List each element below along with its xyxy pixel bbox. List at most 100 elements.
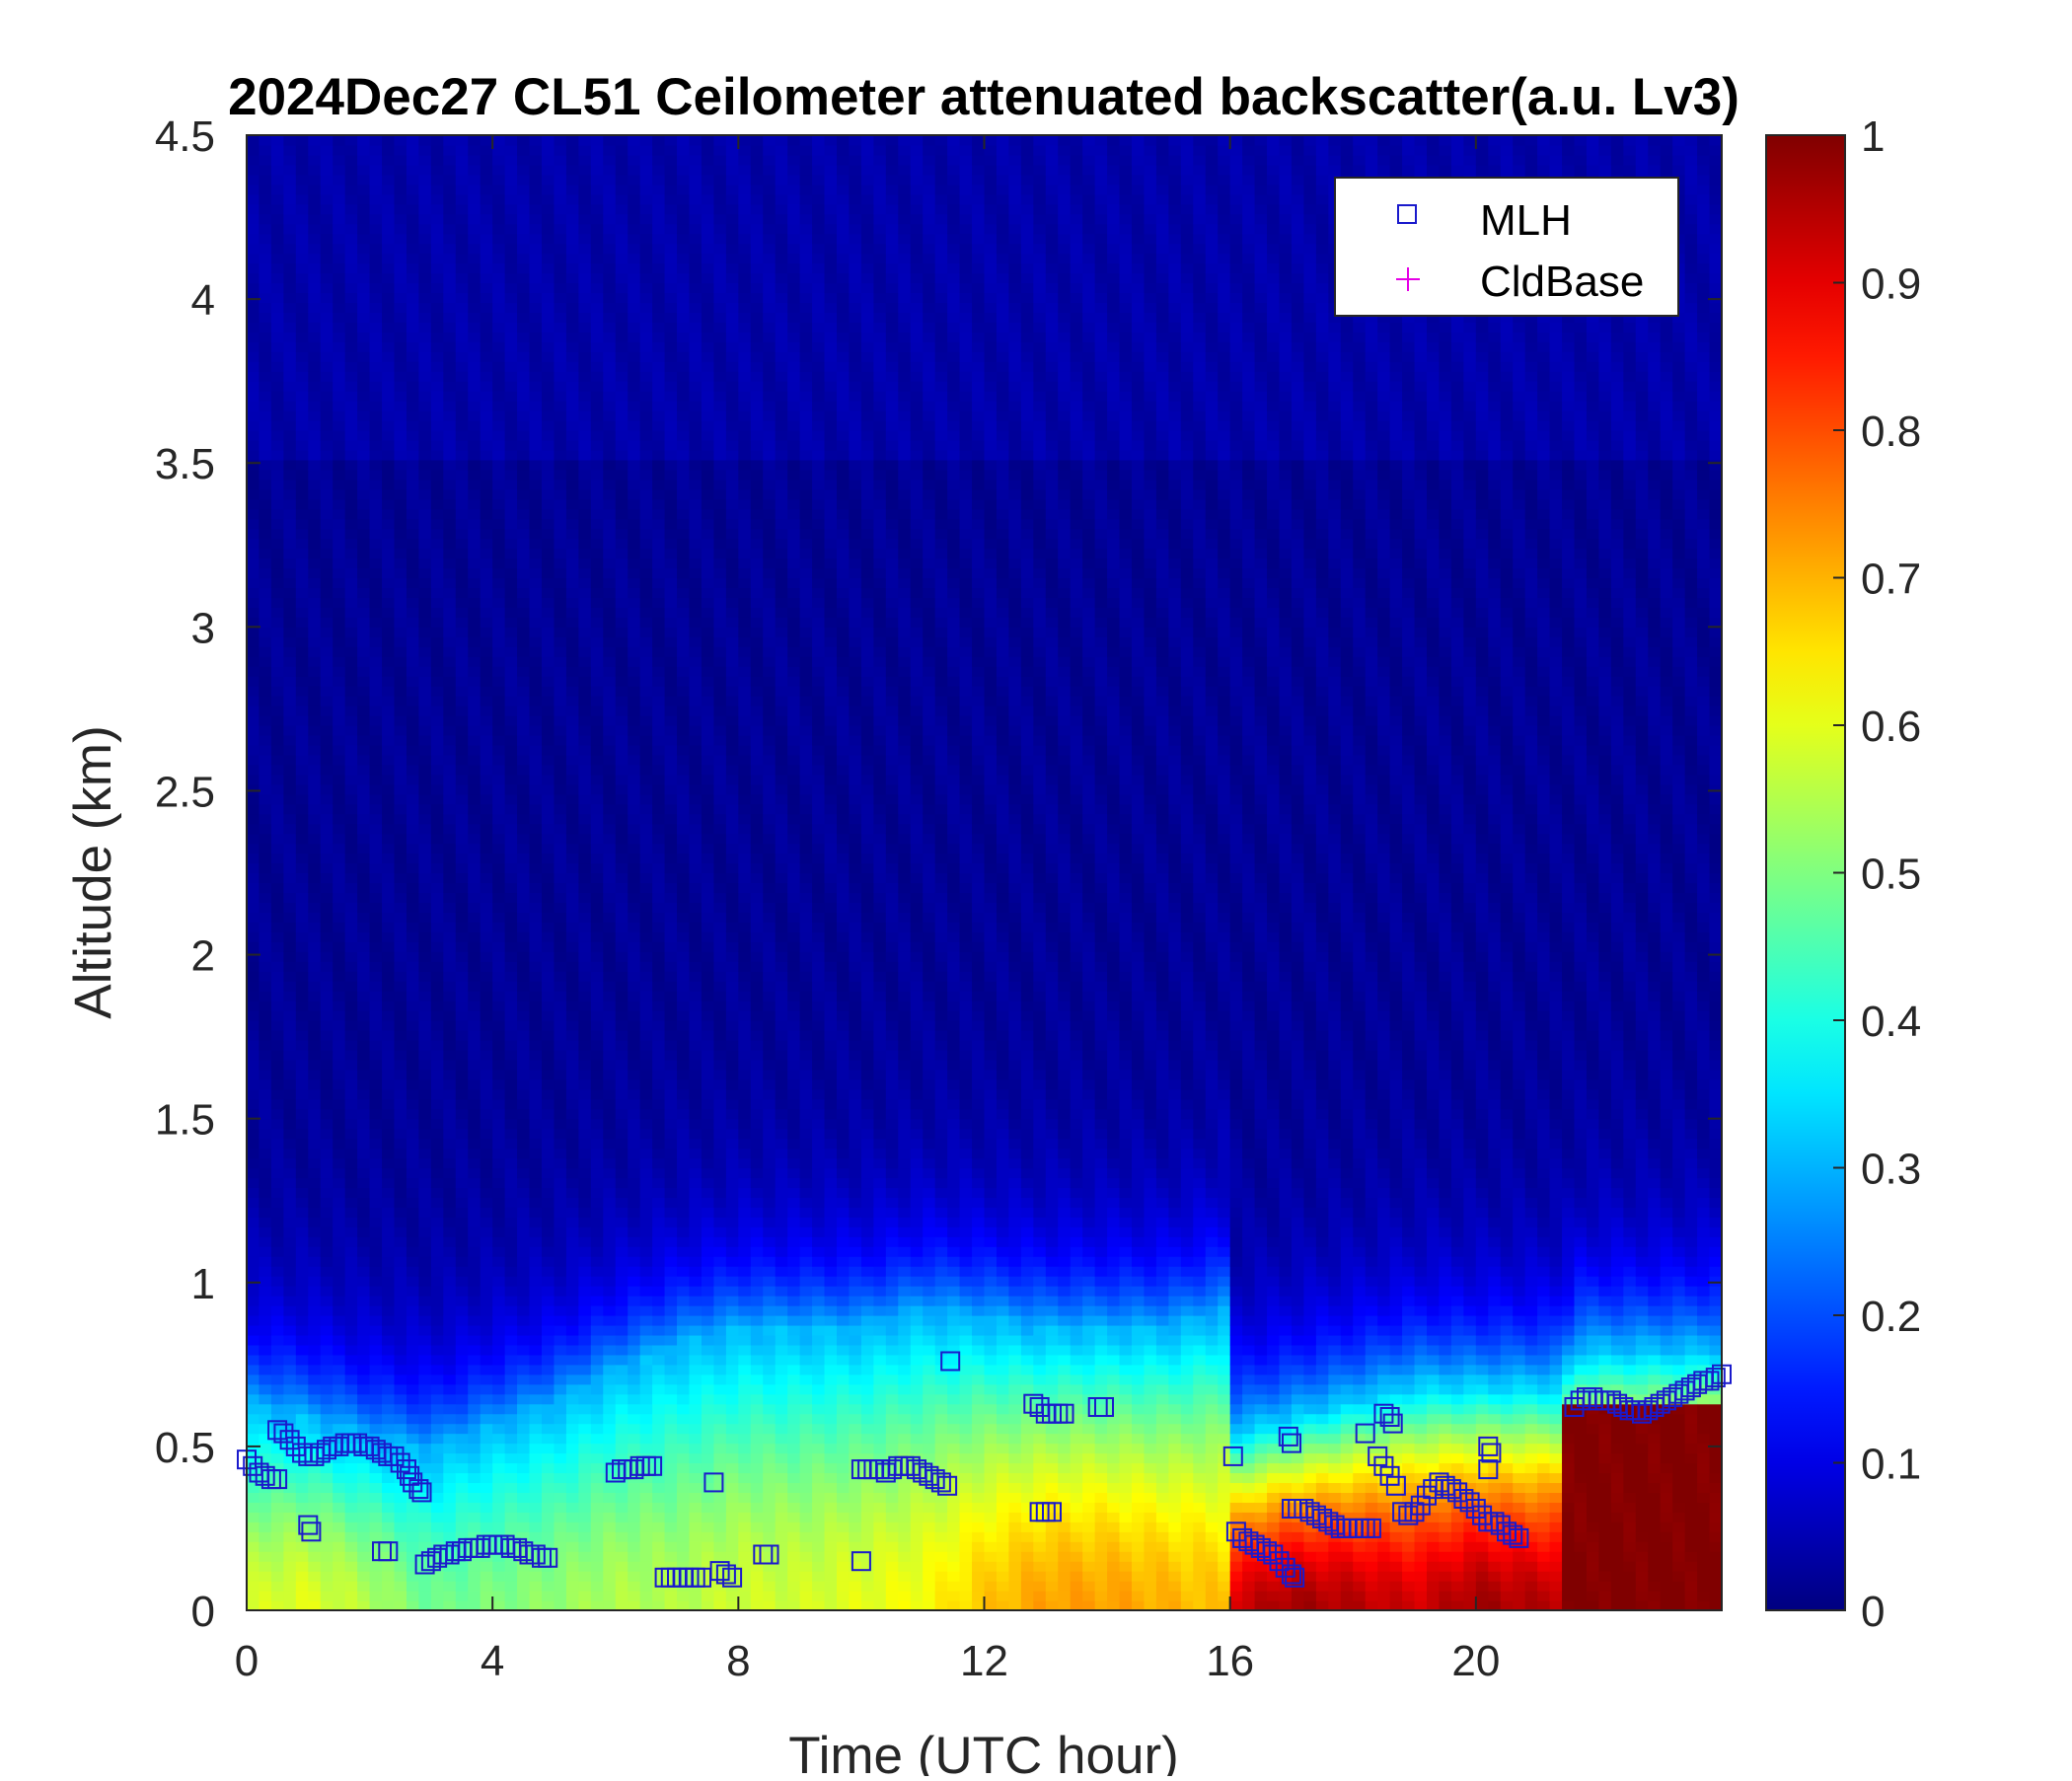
heatmap-cell — [296, 194, 309, 205]
heatmap-cell — [259, 1561, 271, 1572]
heatmap-cell — [370, 292, 383, 303]
heatmap-cell — [554, 597, 566, 608]
heatmap-cell — [259, 194, 271, 205]
heatmap-cell — [308, 1030, 321, 1041]
heatmap-cell — [271, 371, 284, 382]
heatmap-cell — [591, 715, 604, 726]
heatmap-cell — [628, 1226, 640, 1237]
heatmap-cell — [481, 185, 493, 195]
heatmap-cell — [468, 627, 481, 637]
heatmap-cell — [456, 273, 469, 284]
heatmap-cell — [492, 1472, 505, 1483]
heatmap-cell — [308, 656, 321, 667]
heatmap-cell — [357, 1581, 370, 1592]
heatmap-cell — [308, 765, 321, 776]
heatmap-cell — [370, 302, 383, 313]
heatmap-cell — [431, 1512, 444, 1522]
heatmap-cell — [283, 686, 296, 697]
heatmap-cell — [505, 676, 518, 687]
heatmap-cell — [308, 1581, 321, 1592]
heatmap-cell — [296, 1286, 309, 1297]
heatmap-cell — [247, 1040, 259, 1051]
heatmap-cell — [431, 1236, 444, 1247]
heatmap-cell — [247, 587, 259, 598]
heatmap-cell — [418, 941, 431, 952]
heatmap-cell — [517, 941, 530, 952]
heatmap-cell — [616, 1001, 629, 1011]
heatmap-cell — [370, 1060, 383, 1071]
heatmap-cell — [542, 1315, 555, 1326]
heatmap-cell — [370, 1010, 383, 1021]
heatmap-cell — [345, 371, 358, 382]
heatmap-cell — [395, 951, 407, 962]
heatmap-cell — [247, 1296, 259, 1306]
heatmap-cell — [431, 1168, 444, 1179]
heatmap-cell — [456, 499, 469, 510]
heatmap-cell — [370, 646, 383, 657]
heatmap-cell — [542, 607, 555, 618]
heatmap-cell — [395, 381, 407, 392]
heatmap-cell — [407, 283, 419, 294]
heatmap-cell — [370, 656, 383, 667]
heatmap-cell — [333, 391, 345, 402]
heatmap-cell — [616, 1040, 629, 1051]
heatmap-cell — [554, 302, 566, 313]
heatmap-cell — [418, 489, 431, 500]
heatmap-cell — [283, 676, 296, 687]
heatmap-cell — [578, 204, 591, 215]
heatmap-cell — [247, 1217, 259, 1227]
heatmap-cell — [271, 873, 284, 884]
heatmap-cell — [333, 568, 345, 579]
heatmap-cell — [259, 175, 271, 186]
heatmap-cell — [492, 587, 505, 598]
heatmap-cell — [481, 1305, 493, 1316]
heatmap-cell — [407, 1187, 419, 1198]
heatmap-cell — [296, 1001, 309, 1011]
heatmap-cell — [283, 1070, 296, 1080]
heatmap-cell — [370, 636, 383, 647]
heatmap-cell — [382, 145, 395, 156]
heatmap-cell — [345, 351, 358, 362]
heatmap-cell — [345, 254, 358, 264]
heatmap-cell — [640, 902, 653, 913]
heatmap-cell — [616, 745, 629, 756]
heatmap-cell — [308, 519, 321, 530]
heatmap-cell — [456, 1453, 469, 1464]
heatmap-cell — [603, 185, 616, 195]
heatmap-cell — [333, 1581, 345, 1592]
heatmap-cell — [616, 1492, 629, 1503]
heatmap-cell — [554, 844, 566, 854]
heatmap-cell — [395, 391, 407, 402]
heatmap-cell — [603, 283, 616, 294]
heatmap-cell — [554, 1482, 566, 1493]
heatmap-cell — [431, 1246, 444, 1257]
heatmap-cell — [505, 1149, 518, 1159]
backscatter-heatmap — [247, 135, 1723, 1611]
heatmap-cell — [603, 1050, 616, 1061]
heatmap-cell — [628, 224, 640, 235]
heatmap-cell — [603, 1256, 616, 1267]
heatmap-cell — [591, 254, 604, 264]
heatmap-cell — [431, 509, 444, 520]
heatmap-cell — [271, 1149, 284, 1159]
heatmap-cell — [395, 185, 407, 195]
heatmap-cell — [418, 371, 431, 382]
heatmap-cell — [505, 1502, 518, 1513]
heatmap-cell — [345, 686, 358, 697]
heatmap-cell — [431, 1335, 444, 1346]
heatmap-cell — [259, 224, 271, 235]
heatmap-cell — [468, 941, 481, 952]
heatmap-cell — [578, 322, 591, 333]
heatmap-cell — [333, 254, 345, 264]
heatmap-cell — [382, 371, 395, 382]
heatmap-cell — [308, 341, 321, 352]
heatmap-cell — [616, 499, 629, 510]
heatmap-cell — [530, 332, 543, 342]
heatmap-cell — [492, 1394, 505, 1405]
heatmap-cell — [505, 302, 518, 313]
heatmap-cell — [296, 1335, 309, 1346]
heatmap-cell — [542, 686, 555, 697]
heatmap-cell — [628, 489, 640, 500]
heatmap-cell — [321, 1345, 333, 1356]
heatmap-cell — [591, 1315, 604, 1326]
